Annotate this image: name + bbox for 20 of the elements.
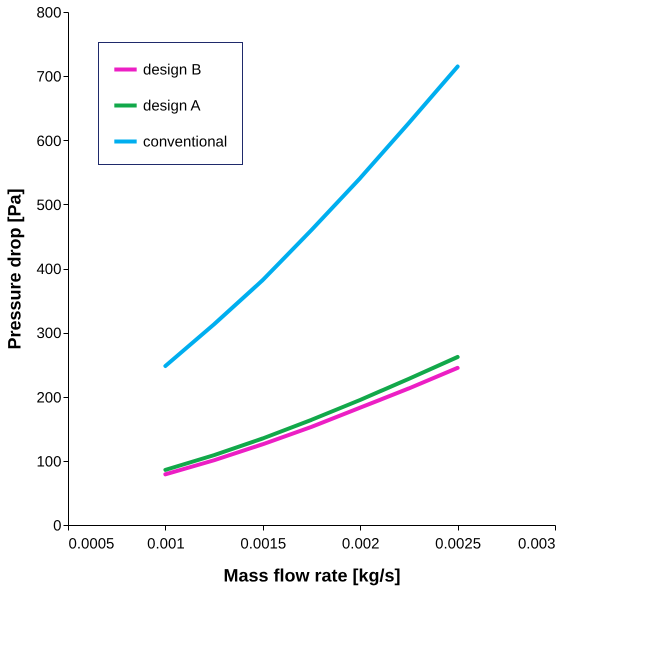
y-tick-label: 300	[36, 325, 62, 342]
y-tick-label: 100	[36, 453, 62, 470]
y-tick-label: 800	[36, 4, 62, 22]
y-tick-label: 700	[36, 68, 62, 86]
x-tick-label: 0.0015	[240, 536, 286, 552]
legend-label: design B	[143, 62, 202, 78]
legend-label: design A	[143, 98, 201, 114]
y-tick-label: 600	[36, 132, 62, 150]
x-tick-label: 0.001	[147, 536, 185, 552]
y-tick-label: 500	[36, 196, 62, 214]
y-tick-label: 200	[36, 389, 62, 406]
x-tick-label: 0.003	[518, 536, 556, 552]
y-tick-label: 400	[36, 261, 62, 278]
x-tick-label: 0.0005	[68, 536, 114, 552]
x-tick-label: 0.002	[342, 536, 380, 552]
y-tick-label: 0	[53, 518, 62, 534]
y-axis-title: Pressure drop [Pa]	[4, 188, 24, 350]
legend-label: conventional	[143, 134, 228, 150]
x-axis-title: Mass flow rate [kg/s]	[223, 566, 401, 586]
x-tick-label: 0.0025	[435, 536, 482, 552]
